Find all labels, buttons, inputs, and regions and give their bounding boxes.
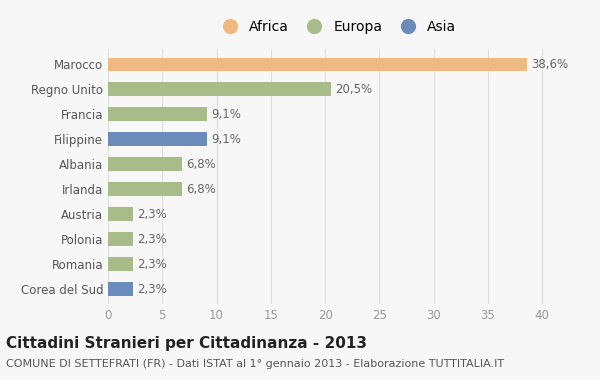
Bar <box>108 108 207 121</box>
Text: 6,8%: 6,8% <box>186 158 216 171</box>
Bar <box>108 57 527 71</box>
Bar <box>108 257 133 271</box>
Bar <box>108 157 182 171</box>
Text: 2,3%: 2,3% <box>137 207 167 221</box>
Text: 38,6%: 38,6% <box>532 58 569 71</box>
Bar <box>108 232 133 246</box>
Text: 9,1%: 9,1% <box>211 108 241 121</box>
Text: 2,3%: 2,3% <box>137 258 167 271</box>
Bar <box>108 207 133 221</box>
Legend: Africa, Europa, Asia: Africa, Europa, Asia <box>212 16 460 38</box>
Text: 2,3%: 2,3% <box>137 233 167 245</box>
Bar <box>108 282 133 296</box>
Text: Cittadini Stranieri per Cittadinanza - 2013: Cittadini Stranieri per Cittadinanza - 2… <box>6 336 367 351</box>
Bar <box>108 132 207 146</box>
Text: 9,1%: 9,1% <box>211 133 241 146</box>
Text: 6,8%: 6,8% <box>186 183 216 196</box>
Text: 20,5%: 20,5% <box>335 83 372 96</box>
Bar <box>108 82 331 96</box>
Text: COMUNE DI SETTEFRATI (FR) - Dati ISTAT al 1° gennaio 2013 - Elaborazione TUTTITA: COMUNE DI SETTEFRATI (FR) - Dati ISTAT a… <box>6 359 504 369</box>
Text: 2,3%: 2,3% <box>137 282 167 296</box>
Bar <box>108 182 182 196</box>
